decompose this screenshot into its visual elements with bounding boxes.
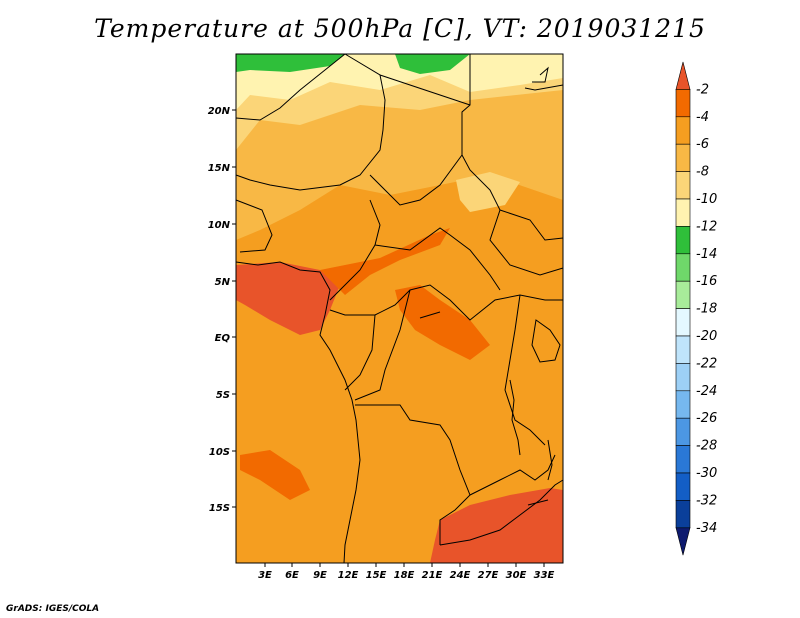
lat-label-15s: 15S xyxy=(209,503,230,514)
lon-label-33e: 33E xyxy=(534,570,555,581)
border-ghana xyxy=(235,199,273,253)
colorbar-label: -10 xyxy=(696,192,717,207)
colorbar-label: -4 xyxy=(696,110,709,125)
field-band-green-center xyxy=(395,54,470,74)
border-drc-west xyxy=(354,289,411,401)
colorbar-segment xyxy=(675,280,691,309)
field-band-green-west xyxy=(236,54,345,72)
border-nigeria-cameroon xyxy=(329,199,381,301)
colorbar-label: -20 xyxy=(696,329,717,344)
colorbar-segment xyxy=(675,363,691,392)
border-car xyxy=(374,227,501,291)
border-algeria-mali xyxy=(235,53,346,121)
egypt-border xyxy=(524,84,564,91)
border-drc-east xyxy=(504,294,546,446)
field-warm-gulf-of-guinea xyxy=(236,262,340,335)
colorbar-segment xyxy=(675,335,691,364)
lon-label-21e: 21E xyxy=(422,570,443,581)
colorbar-segment xyxy=(675,226,691,255)
colorbar-segment xyxy=(675,417,691,446)
field-band-minus4-congo xyxy=(395,285,490,360)
colorbar-segment xyxy=(675,253,691,282)
colorbar-label: -22 xyxy=(696,356,717,371)
credit-text: GrADS: IGES/COLA xyxy=(6,604,100,614)
colorbar-segment xyxy=(675,116,691,145)
colorbar-label: -8 xyxy=(696,165,709,180)
colorbar-segment xyxy=(675,445,691,474)
border-zambia-south xyxy=(439,479,564,546)
border-congo-north xyxy=(329,284,563,321)
lat-label-5s: 5S xyxy=(216,390,230,401)
border-niger-chad-north xyxy=(379,74,471,106)
border-gabon-congo xyxy=(344,314,376,391)
lon-label-24e: 24E xyxy=(450,570,471,581)
colorbar-segment xyxy=(675,500,691,529)
colorbar-segment xyxy=(675,198,691,227)
colorbar-label: -16 xyxy=(696,274,717,289)
border-sudan xyxy=(461,154,564,276)
river-mark-2 xyxy=(527,499,549,506)
colorbar-segment xyxy=(675,527,691,556)
colorbar-segment xyxy=(675,143,691,172)
river-mark-1 xyxy=(419,311,441,319)
colorbar-label: -2 xyxy=(696,82,709,97)
red-sea-coast xyxy=(532,66,549,83)
lon-label-18e: 18E xyxy=(394,570,415,581)
latitude-axis: 20N 15N 10N 5N EQ 5S 10S 15S xyxy=(208,106,236,514)
border-angola xyxy=(355,404,471,545)
lon-label-6e: 6E xyxy=(285,570,299,581)
lat-label-5n: 5N xyxy=(215,277,231,288)
colorbar-label: -18 xyxy=(696,302,717,317)
lon-label-30e: 30E xyxy=(506,570,527,581)
lat-label-eq: EQ xyxy=(215,333,231,344)
lat-label-10n: 10N xyxy=(208,220,231,231)
border-niger xyxy=(235,53,386,191)
lon-label-12e: 12E xyxy=(338,570,359,581)
map-frame xyxy=(235,53,564,564)
lat-label-10s: 10S xyxy=(209,447,230,458)
lon-label-9e: 9E xyxy=(313,570,327,581)
lat-label-15n: 15N xyxy=(208,163,231,174)
border-zambia xyxy=(469,454,556,496)
border-chad-libya xyxy=(369,54,471,206)
colorbar-label: -6 xyxy=(696,137,709,152)
border-ethiopia xyxy=(499,209,564,241)
lake-malawi xyxy=(547,439,553,481)
longitude-axis: 3E 6E 9E 12E 15E 18E 21E 24E 27E 30E 33E xyxy=(258,563,555,581)
colorbar-label: -30 xyxy=(696,466,717,481)
colorbar-label: -24 xyxy=(696,384,717,399)
field-warm-south xyxy=(430,488,563,563)
colorbar-segment xyxy=(675,390,691,419)
colorbar: -2 -4 -6 -8 -10 -12 -14 -16 -18 -20 -22 -24 -26 -28 -3… xyxy=(675,61,717,556)
colorbar-segment xyxy=(675,308,691,337)
coastline-west xyxy=(235,261,361,564)
colorbar-label: -12 xyxy=(696,219,717,234)
field-warm-atlantic xyxy=(240,450,310,500)
lon-label-15e: 15E xyxy=(366,570,387,581)
colorbar-label: -28 xyxy=(696,439,717,454)
colorbar-label: -26 xyxy=(696,411,717,426)
colorbar-segment xyxy=(675,89,691,118)
lon-label-3e: 3E xyxy=(258,570,272,581)
temperature-field xyxy=(236,54,563,563)
colorbar-segment xyxy=(675,61,691,90)
colorbar-label: -34 xyxy=(696,521,717,536)
colorbar-label: -32 xyxy=(696,493,717,508)
colorbar-segment xyxy=(675,171,691,200)
colorbar-segment xyxy=(675,472,691,501)
country-borders xyxy=(235,53,564,564)
lake-victoria xyxy=(531,319,561,363)
colorbar-label: -14 xyxy=(696,247,717,262)
lon-label-27e: 27E xyxy=(478,570,499,581)
field-light-sudan xyxy=(456,172,520,212)
lake-tanganyika xyxy=(509,379,521,456)
chart-title: Temperature at 500hPa [C], VT: 201903121… xyxy=(94,14,706,43)
lat-label-20n: 20N xyxy=(208,106,231,117)
